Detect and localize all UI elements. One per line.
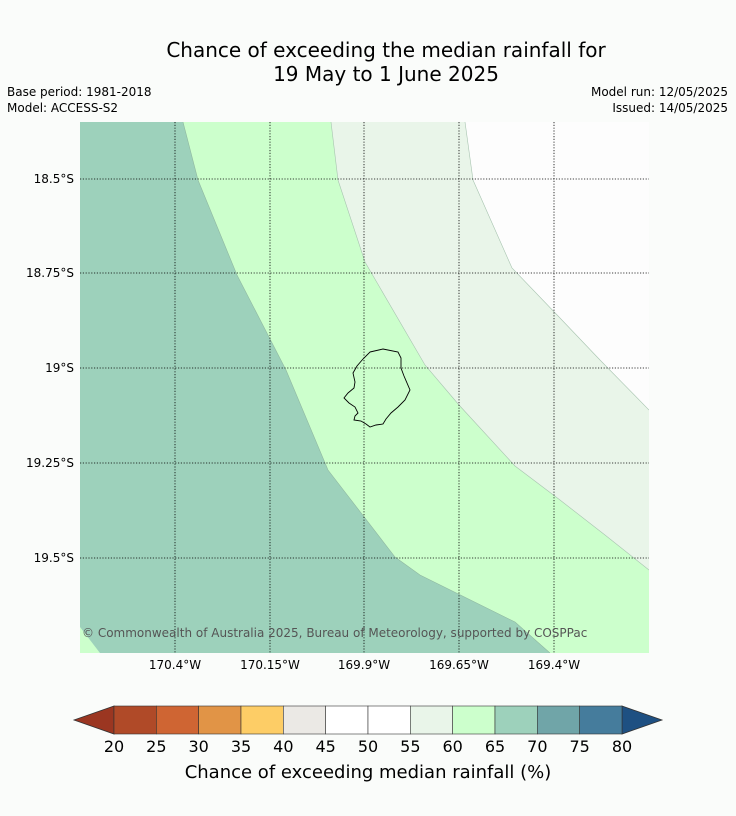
colorbar-cell <box>494 705 538 735</box>
colorbar-over-arrow <box>621 705 664 735</box>
meta-right: Model run: 12/05/2025 Issued: 14/05/2025 <box>591 84 728 116</box>
colorbar-cell <box>537 705 580 735</box>
colorbar-tick: 35 <box>231 737 251 756</box>
model-run-text: Model run: 12/05/2025 <box>590 85 728 99</box>
lat-label: 19°S <box>45 361 74 375</box>
lat-label: 19.25°S <box>26 456 74 470</box>
colorbar-cell <box>452 705 496 735</box>
colorbar-tick: 70 <box>527 737 547 756</box>
lon-label: 169.4°W <box>528 658 580 672</box>
lon-label: 170.15°W <box>240 658 300 672</box>
colorbar-tick: 60 <box>442 737 462 756</box>
lat-label: 19.5°S <box>34 551 74 565</box>
colorbar-cell <box>198 705 242 735</box>
longitude-labels: 170.4°W 170.15°W 169.9°W 169.65°W 169.4°… <box>149 658 580 672</box>
colorbar-tick: 30 <box>188 737 208 756</box>
colorbar-tick: 50 <box>358 737 378 756</box>
title-line-1: Chance of exceeding the median rainfall … <box>166 38 606 62</box>
colorbar: 20 25 30 35 40 45 50 55 60 65 70 75 80 Chance of exc… <box>72 705 664 783</box>
colorbar-tick: 75 <box>569 737 589 756</box>
island-outline <box>343 348 411 428</box>
issued-text: Issued: 14/05/2025 <box>612 101 728 115</box>
title-line-2: 19 May to 1 June 2025 <box>273 62 499 86</box>
latitude-labels: 18.5°S 18.75°S 19°S 19.25°S 19.5°S <box>26 172 74 565</box>
lat-label: 18.5°S <box>34 172 74 186</box>
lon-label: 169.65°W <box>429 658 489 672</box>
colorbar-label: Chance of exceeding median rainfall (%) <box>185 762 552 783</box>
map-panel: © Commonwealth of Australia 2025, Bureau… <box>80 122 649 653</box>
colorbar-tick: 55 <box>400 737 420 756</box>
colorbar-cell <box>240 705 284 735</box>
model-text: Model: ACCESS-S2 <box>7 101 119 115</box>
colorbar-tick: 45 <box>315 737 335 756</box>
colorbar-cell <box>410 705 453 735</box>
colorbar-under-arrow <box>72 705 115 735</box>
colorbar-cell <box>156 705 199 735</box>
colorbar-tick: 25 <box>146 737 166 756</box>
colorbar-cell <box>113 705 157 735</box>
colorbar-tick: 65 <box>485 737 505 756</box>
colorbar-tick: 20 <box>104 737 124 756</box>
colorbar-cell <box>579 705 623 735</box>
colorbar-tick: 40 <box>273 737 293 756</box>
chart-title: Chance of exceeding the median rainfall … <box>0 38 736 86</box>
colorbar-cell <box>367 705 411 735</box>
copyright-text: © Commonwealth of Australia 2025, Bureau… <box>82 626 587 640</box>
meta-left: Base period: 1981-2018 Model: ACCESS-S2 <box>7 84 152 116</box>
lon-label: 170.4°W <box>149 658 201 672</box>
lat-label: 18.75°S <box>26 266 74 280</box>
colorbar-tick: 80 <box>612 737 632 756</box>
lon-label: 169.9°W <box>338 658 390 672</box>
gridlines <box>80 122 649 653</box>
colorbar-cell <box>325 705 369 735</box>
colorbar-cell <box>283 705 326 735</box>
base-period-text: Base period: 1981-2018 <box>7 85 152 99</box>
band-65-70 <box>80 122 550 653</box>
